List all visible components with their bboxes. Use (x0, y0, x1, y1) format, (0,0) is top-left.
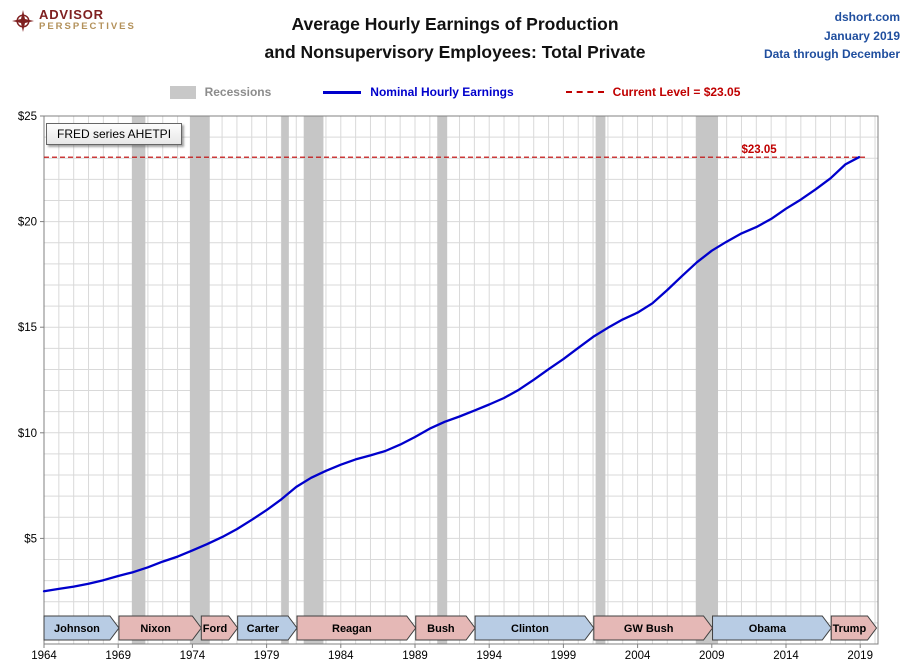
logo-perspectives: PERSPECTIVES (39, 21, 136, 32)
president-label-carter: Carter (247, 623, 280, 635)
president-label-obama: Obama (749, 623, 787, 635)
legend-item-recessions: Recessions (169, 85, 272, 99)
recession-band (131, 116, 146, 644)
recession-bands (131, 116, 719, 644)
source-note: Data through December (763, 47, 900, 62)
fred-series-label: FRED series AHETPI (46, 123, 183, 145)
y-tick-label: $25 (18, 111, 37, 123)
president-arrow-carter (237, 615, 298, 641)
president-label-gw-bush: GW Bush (624, 623, 674, 635)
x-tick-label: 2019 (847, 650, 873, 661)
president-arrow-gw-bush (593, 615, 714, 641)
plot-border (43, 115, 879, 645)
president-label-nixon: Nixon (140, 623, 171, 635)
chart-title-line1: Average Hourly Earnings of Production (291, 14, 619, 34)
current-level-value-label: $23.05 (741, 144, 777, 156)
recession-band (281, 116, 289, 644)
president-label-trump: Trump (833, 623, 867, 635)
chart-title: Average Hourly Earnings of Production an… (160, 10, 750, 66)
x-tick-label: 1974 (180, 650, 206, 661)
source-block: dshort.com January 2019 Data through Dec… (764, 8, 900, 64)
recession-band (695, 116, 719, 644)
president-label-johnson: Johnson (54, 623, 100, 635)
advisor-perspectives-logo: ADVISOR PERSPECTIVES (12, 8, 136, 33)
x-tick-label: 1964 (31, 650, 57, 661)
source-site: dshort.com (834, 10, 900, 24)
legend-item-current-level: Current Level = $23.05 (565, 85, 741, 99)
y-tick-label: $15 (18, 322, 37, 334)
y-tick-label: $20 (18, 217, 37, 229)
x-tick-label: 1989 (402, 650, 428, 661)
x-tick-label: 2009 (699, 650, 725, 661)
x-tick-label: 1979 (254, 650, 280, 661)
compass-rose-icon (12, 9, 34, 32)
president-arrow-ford (200, 615, 239, 641)
y-tick-label: $5 (24, 533, 37, 545)
y-axis-labels: $5 $10 $15 $20 $25 (18, 111, 44, 545)
legend-item-nominal: Nominal Hourly Earnings (323, 85, 514, 99)
legend: Recessions Nominal Hourly Earnings Curre… (0, 85, 910, 99)
logo-text: ADVISOR PERSPECTIVES (39, 8, 136, 33)
x-tick-label: 1984 (328, 650, 354, 661)
x-tick-label: 1994 (476, 650, 502, 661)
recession-band (303, 116, 324, 644)
president-arrow-reagan (296, 615, 417, 641)
president-arrows: Johnson Nixon Ford Carter Reagan Bush Clinton G… (43, 615, 878, 641)
x-tick-label: 2004 (625, 650, 651, 661)
recession-band (437, 116, 448, 644)
president-arrow-clinton (474, 615, 595, 641)
current-level-swatch (565, 91, 604, 93)
x-tick-label: 1969 (105, 650, 131, 661)
recession-swatch (169, 85, 196, 99)
president-arrow-trump (830, 615, 878, 641)
source-date: January 2019 (823, 28, 900, 43)
chart-title-line2: and Nonsupervisory Employees: Total Priv… (264, 42, 646, 62)
recession-band (189, 116, 210, 644)
x-axis-labels: 1964 1969 1974 1979 1984 1989 1994 1999 2004 2009… (31, 644, 873, 661)
legend-label-nominal: Nominal Hourly Earnings (370, 85, 514, 99)
logo-advisor: ADVISOR (39, 7, 104, 22)
president-arrow-nixon (118, 615, 202, 641)
president-label-clinton: Clinton (511, 623, 549, 635)
president-label-ford: Ford (203, 623, 227, 635)
x-tick-label: 1999 (551, 650, 577, 661)
president-label-reagan: Reagan (332, 623, 372, 635)
president-arrow-bush (415, 615, 476, 641)
x-tick-label: 2014 (773, 650, 799, 661)
president-arrow-obama (712, 615, 832, 641)
recession-band (595, 116, 606, 644)
legend-label-recessions: Recessions (204, 85, 272, 99)
nominal-earnings-line (42, 156, 861, 593)
president-arrow-johnson (43, 615, 120, 641)
nominal-line-swatch (323, 90, 362, 94)
y-tick-label: $10 (18, 428, 37, 440)
legend-label-current-level: Current Level = $23.05 (612, 85, 741, 99)
gridlines (44, 116, 878, 644)
president-label-bush: Bush (427, 623, 455, 635)
